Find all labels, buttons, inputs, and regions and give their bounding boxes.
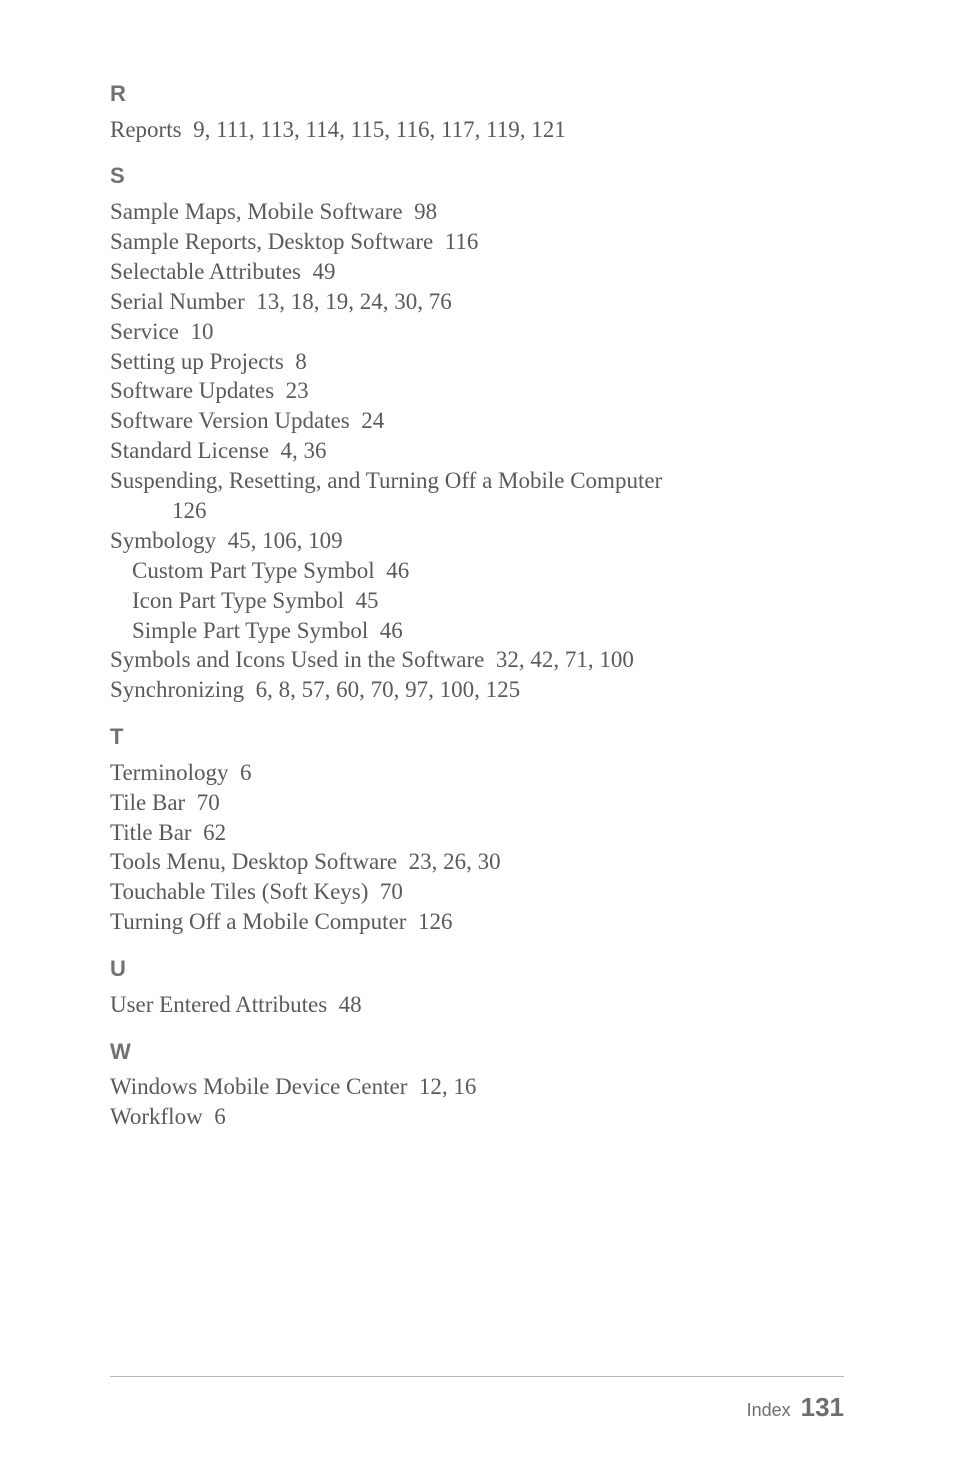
- index-pages: 46: [386, 558, 409, 583]
- index-entry: Setting up Projects 8: [110, 347, 844, 377]
- index-pages: 62: [203, 820, 226, 845]
- page: R Reports 9, 111, 113, 114, 115, 116, 117…: [0, 0, 954, 1475]
- index-entry: Tile Bar 70: [110, 788, 844, 818]
- index-term: Custom Part Type Symbol: [132, 558, 375, 583]
- index-pages: 98: [414, 199, 437, 224]
- index-entry: Selectable Attributes 49: [110, 257, 844, 287]
- index-entry: User Entered Attributes 48: [110, 990, 844, 1020]
- footer-rule: [110, 1376, 844, 1377]
- index-entry: Sample Reports, Desktop Software 116: [110, 227, 844, 257]
- index-term: Sample Maps, Mobile Software: [110, 199, 403, 224]
- index-subentry: Icon Part Type Symbol 45: [132, 586, 844, 616]
- index-entry: Serial Number 13, 18, 19, 24, 30, 76: [110, 287, 844, 317]
- index-term: Suspending, Resetting, and Turning Off a…: [110, 468, 662, 493]
- index-term: Touchable Tiles (Soft Keys): [110, 879, 368, 904]
- index-entry: Symbology 45, 106, 109: [110, 526, 844, 556]
- index-term: Turning Off a Mobile Computer: [110, 909, 406, 934]
- index-entry: Title Bar 62: [110, 818, 844, 848]
- index-term: Symbology: [110, 528, 216, 553]
- index-pages: 116: [445, 229, 479, 254]
- index-pages: 10: [190, 319, 213, 344]
- page-number: 131: [801, 1392, 844, 1422]
- index-term: Selectable Attributes: [110, 259, 301, 284]
- index-entry: Service 10: [110, 317, 844, 347]
- footer-label: Index: [747, 1400, 791, 1420]
- index-term: Sample Reports, Desktop Software: [110, 229, 433, 254]
- index-term: Workflow: [110, 1104, 203, 1129]
- index-pages: 32, 42, 71, 100: [496, 647, 634, 672]
- index-term: Synchronizing: [110, 677, 244, 702]
- index-term: Tile Bar: [110, 790, 185, 815]
- index-term: Standard License: [110, 438, 269, 463]
- index-pages: 45, 106, 109: [228, 528, 343, 553]
- index-section-letter: U: [110, 955, 844, 984]
- index-term: Software Version Updates: [110, 408, 350, 433]
- index-entry: Standard License 4, 36: [110, 436, 844, 466]
- index-pages: 70: [380, 879, 403, 904]
- index-pages: 12, 16: [419, 1074, 477, 1099]
- footer-text: Index 131: [110, 1391, 844, 1425]
- index-entry: Symbols and Icons Used in the Software 3…: [110, 645, 844, 675]
- index-term: User Entered Attributes: [110, 992, 327, 1017]
- index-pages: 6: [214, 1104, 226, 1129]
- index-entry: Reports 9, 111, 113, 114, 115, 116, 117,…: [110, 115, 844, 145]
- index-section-letter: R: [110, 80, 844, 109]
- index-term: Service: [110, 319, 179, 344]
- index-pages: 23: [286, 378, 309, 403]
- page-footer: Index 131: [110, 1376, 844, 1425]
- index-entry: Terminology 6: [110, 758, 844, 788]
- index-pages: 8: [295, 349, 307, 374]
- index-pages: 48: [339, 992, 362, 1017]
- index-term: Terminology: [110, 760, 228, 785]
- index-term: Windows Mobile Device Center: [110, 1074, 407, 1099]
- index-pages: 45: [355, 588, 378, 613]
- index-term: Title Bar: [110, 820, 192, 845]
- index-pages: 126: [418, 909, 453, 934]
- index-entry: Synchronizing 6, 8, 57, 60, 70, 97, 100,…: [110, 675, 844, 705]
- index-term: Setting up Projects: [110, 349, 284, 374]
- index-pages: 49: [312, 259, 335, 284]
- index-entry: Sample Maps, Mobile Software 98: [110, 197, 844, 227]
- index-entry: Suspending, Resetting, and Turning Off a…: [110, 466, 844, 496]
- index-section-letter: W: [110, 1038, 844, 1067]
- index-section-letter: T: [110, 723, 844, 752]
- index-entry: Workflow 6: [110, 1102, 844, 1132]
- index-entry: Software Updates 23: [110, 376, 844, 406]
- index-pages: 4, 36: [281, 438, 327, 463]
- index-term: Software Updates: [110, 378, 274, 403]
- index-entry: Windows Mobile Device Center 12, 16: [110, 1072, 844, 1102]
- index-subentry: Simple Part Type Symbol 46: [132, 616, 844, 646]
- index-pages: 23, 26, 30: [409, 849, 501, 874]
- index-pages: 46: [380, 618, 403, 643]
- index-subentry: Custom Part Type Symbol 46: [132, 556, 844, 586]
- index-entry: Tools Menu, Desktop Software 23, 26, 30: [110, 847, 844, 877]
- index-section-letter: S: [110, 162, 844, 191]
- index-term: Icon Part Type Symbol: [132, 588, 344, 613]
- index-pages: 126: [172, 498, 207, 523]
- index-pages: 70: [197, 790, 220, 815]
- index-entry: Software Version Updates 24: [110, 406, 844, 436]
- index-term: Simple Part Type Symbol: [132, 618, 368, 643]
- index-pages: 6: [240, 760, 252, 785]
- index-entry-continuation: 126: [172, 496, 844, 526]
- index-entry: Turning Off a Mobile Computer 126: [110, 907, 844, 937]
- index-pages: 24: [361, 408, 384, 433]
- index-pages: 9, 111, 113, 114, 115, 116, 117, 119, 12…: [193, 117, 566, 142]
- index-term: Serial Number: [110, 289, 245, 314]
- index-term: Symbols and Icons Used in the Software: [110, 647, 484, 672]
- index-pages: 13, 18, 19, 24, 30, 76: [256, 289, 452, 314]
- index-term: Tools Menu, Desktop Software: [110, 849, 397, 874]
- index-entry: Touchable Tiles (Soft Keys) 70: [110, 877, 844, 907]
- index-pages: 6, 8, 57, 60, 70, 97, 100, 125: [256, 677, 521, 702]
- index-term: Reports: [110, 117, 182, 142]
